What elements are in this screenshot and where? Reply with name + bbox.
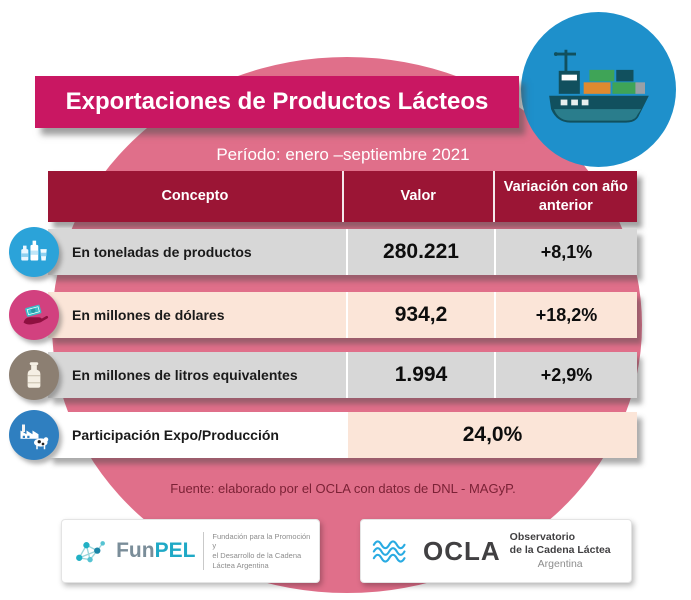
funpel-tagline-line: Fundación para la Promoción y <box>212 531 311 551</box>
funpel-tagline-line: el Desarrollo de la Cadena <box>212 551 302 560</box>
ocla-tagline: Observatorio de la Cadena Láctea Argenti… <box>510 531 611 570</box>
funpel-logo: FunPEL Fundación para la Promoción y el … <box>61 519 320 583</box>
ocla-wordmark: OCLA <box>423 535 501 566</box>
source-note: Fuente: elaborado por el OCLA con datos … <box>170 481 516 496</box>
funpel-wordmark: FunPEL <box>116 539 195 563</box>
funpel-network-icon <box>76 540 105 562</box>
row-value: 934,2 <box>348 292 496 338</box>
ocla-tagline-line: Argentina <box>537 557 583 570</box>
row-value: 280.221 <box>348 229 496 275</box>
column-header-variacion: Variación con año anterior <box>503 179 628 214</box>
ocla-tagline-line: de la Cadena Láctea <box>509 544 611 557</box>
hand-money-icon <box>9 290 59 340</box>
period-label: Período: enero –septiembre 2021 <box>216 145 470 164</box>
title-banner: Exportaciones de Productos Lácteos <box>35 76 519 128</box>
row-concept: Participación Expo/Producción <box>48 412 348 458</box>
table-row: En toneladas de productos 280.221 +8,1% <box>48 229 637 275</box>
hand-money-glyph <box>23 304 49 325</box>
ocla-logo: OCLA Observatorio de la Cadena Láctea Ar… <box>360 519 632 583</box>
ocla-waves-icon <box>372 539 406 563</box>
milk-can-icon <box>9 350 59 400</box>
funpel-tagline-line: Láctea Argentina <box>212 560 269 570</box>
row-concept: En toneladas de productos <box>48 229 348 275</box>
funpel-wordmark-fun: Fun <box>116 539 155 562</box>
column-header-valor: Valor <box>344 171 495 222</box>
ship-badge <box>521 12 676 167</box>
row-concept: En millones de litros equivalentes <box>48 352 348 398</box>
milk-bottles-glyph <box>21 240 47 261</box>
milk-can-glyph <box>27 362 41 388</box>
page-title: Exportaciones de Productos Lácteos <box>65 88 489 115</box>
column-header-concepto: Concepto <box>48 171 344 222</box>
table-row: Participación Expo/Producción 24,0% <box>48 412 637 458</box>
row-variation: +8,1% <box>496 229 637 275</box>
cargo-ship-icon <box>548 49 649 123</box>
row-variation: +18,2% <box>496 292 637 338</box>
row-concept: En millones de dólares <box>48 292 348 338</box>
table-row: En millones de dólares 934,2 +18,2% <box>48 292 637 338</box>
table-row: En millones de litros equivalentes 1.994… <box>48 352 637 398</box>
factory-cow-icon <box>9 410 59 460</box>
row-value: 1.994 <box>348 352 496 398</box>
row-value-merged: 24,0% <box>348 412 637 458</box>
table-header-row: Concepto Valor Variación con año anterio… <box>48 171 637 222</box>
dairy-products-icon <box>9 227 59 277</box>
logo-divider <box>203 532 205 570</box>
factory-cow-glyph <box>20 424 49 450</box>
funpel-tagline: Fundación para la Promoción y el Desarro… <box>212 532 311 571</box>
row-variation: +2,9% <box>496 352 637 398</box>
ocla-tagline-line: Observatorio <box>509 531 576 544</box>
funpel-wordmark-pel: PEL <box>154 539 196 562</box>
